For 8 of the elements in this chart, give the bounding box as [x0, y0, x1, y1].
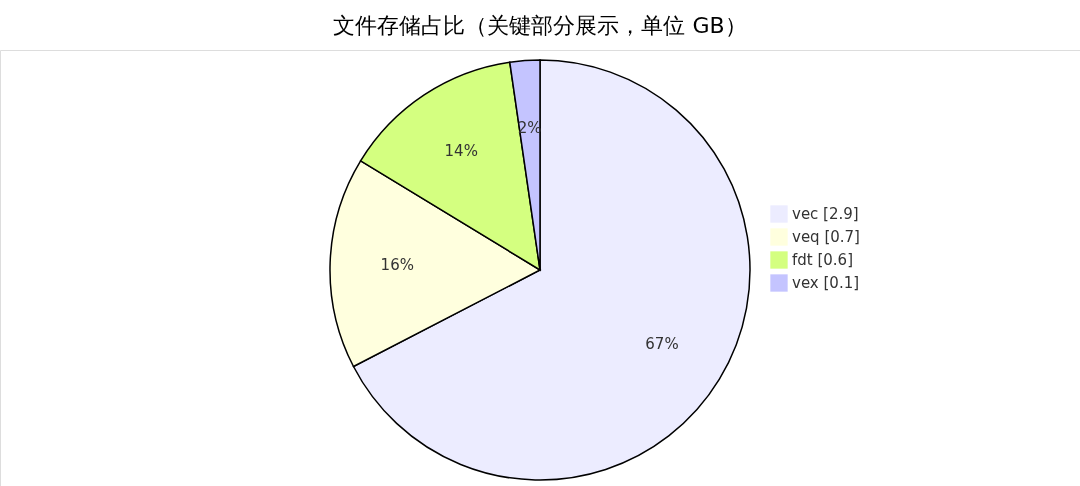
legend-label: vec [2.9]: [792, 205, 859, 223]
legend-label: veq [0.7]: [792, 228, 860, 246]
legend-label: vex [0.1]: [792, 274, 860, 292]
legend-label: fdt [0.6]: [792, 251, 854, 269]
chart-title: 文件存储占比（关键部分展示，单位 GB）: [333, 13, 747, 38]
data-label: 14%: [444, 141, 478, 160]
data-label: 16%: [380, 256, 414, 275]
data-label: 67%: [645, 335, 679, 354]
